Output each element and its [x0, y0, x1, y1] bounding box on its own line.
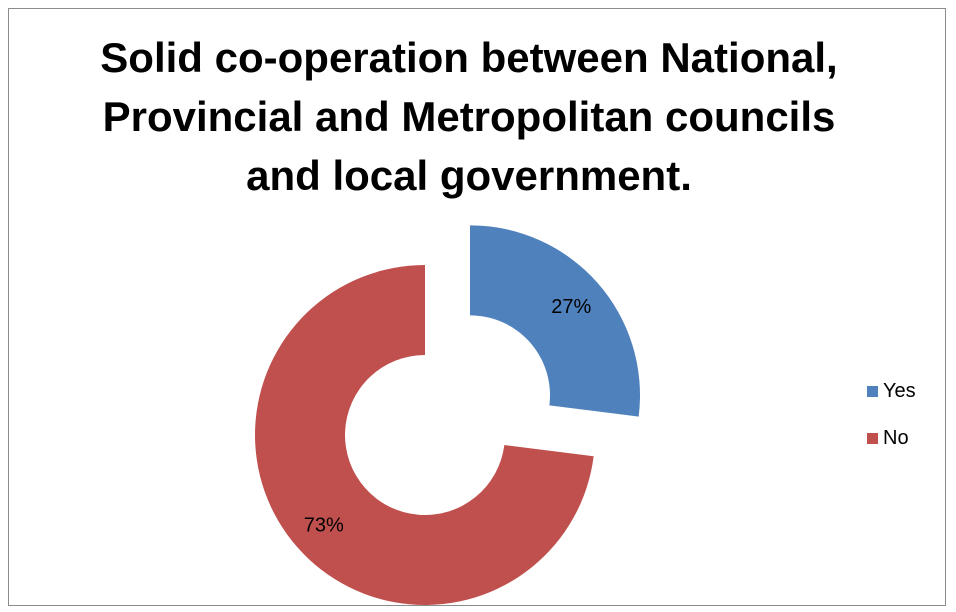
donut-slice-no	[255, 265, 594, 605]
legend-label-no: No	[883, 426, 909, 449]
data-label-no: 73%	[304, 514, 344, 536]
legend-swatch-yes	[867, 385, 878, 397]
chart-title-line-2: Provincial and Metropolitan councils	[102, 93, 836, 140]
data-label-yes: 27%	[551, 296, 591, 318]
chart-title-line-1: Solid co-operation between National,	[100, 34, 838, 81]
legend-item-yes: Yes	[867, 376, 916, 406]
donut-slice-yes	[470, 225, 641, 417]
chart-title-line-3: and local government.	[246, 152, 692, 199]
legend-swatch-no	[867, 432, 878, 444]
chart-title: Solid co-operation between National, Pro…	[0, 28, 938, 205]
legend-item-no: No	[867, 423, 916, 453]
chart-legend: Yes No	[867, 376, 916, 470]
legend-label-yes: Yes	[883, 379, 916, 402]
